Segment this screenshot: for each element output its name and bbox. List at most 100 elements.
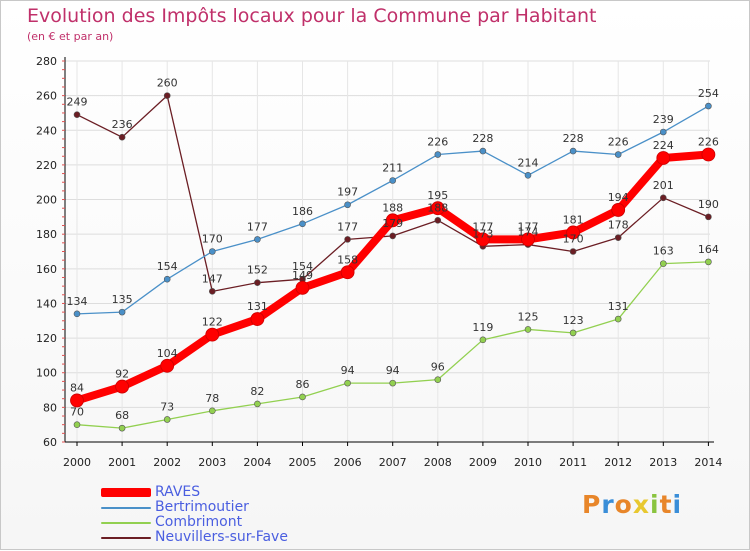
y-tick-label: 160 [36, 263, 57, 276]
data-point-raves [250, 312, 265, 326]
data-point-bert [524, 172, 532, 179]
data-point-bert [254, 236, 261, 243]
data-point-neuv [209, 288, 216, 295]
data-label-comb: 70 [70, 406, 84, 419]
data-point-bert [389, 177, 397, 184]
data-point-raves [115, 379, 129, 394]
data-point-neuv [163, 92, 171, 99]
data-label-raves: 195 [427, 189, 448, 202]
data-label-neuv: 152 [247, 264, 268, 277]
data-label-neuv: 178 [608, 219, 629, 232]
data-label-comb: 125 [518, 310, 539, 323]
data-label-neuv: 249 [67, 96, 88, 109]
x-tick-label: 2012 [604, 456, 632, 469]
data-point-neuv [344, 236, 351, 243]
data-label-neuv: 147 [202, 272, 223, 285]
data-point-bert [434, 151, 442, 158]
x-tick-label: 2003 [198, 456, 226, 469]
data-point-comb [344, 379, 351, 387]
x-tick-label: 2013 [649, 456, 677, 469]
data-point-neuv [705, 213, 712, 221]
data-label-neuv: 201 [653, 179, 674, 192]
data-label-raves: 158 [337, 253, 358, 266]
data-label-neuv: 190 [698, 198, 719, 211]
data-label-bert: 135 [112, 293, 133, 306]
data-label-neuv: 177 [337, 220, 358, 233]
data-label-bert: 211 [382, 161, 403, 174]
data-label-comb: 94 [386, 364, 400, 377]
data-point-raves [656, 151, 671, 165]
data-point-comb [118, 424, 126, 432]
y-tick-label: 180 [36, 228, 57, 241]
data-point-bert [209, 248, 216, 255]
x-tick-label: 2005 [289, 456, 317, 469]
data-point-bert [299, 220, 306, 228]
data-point-raves [160, 358, 175, 373]
y-tick-label: 280 [36, 55, 57, 68]
data-label-raves: 177 [472, 220, 493, 233]
data-point-comb [659, 260, 667, 267]
x-tick-label: 2007 [379, 456, 407, 469]
data-point-neuv [254, 279, 261, 286]
legend-item-neuvillers: Neuvillers-sur-Fave [101, 529, 341, 545]
legend-swatch-raves [101, 488, 151, 497]
proxiti-logo: Proxiti [582, 490, 683, 519]
data-label-raves: 92 [115, 368, 129, 381]
x-tick-label: 2011 [559, 456, 587, 469]
data-point-comb [73, 421, 81, 428]
legend-label-combrimont: Combrimont [155, 514, 243, 530]
data-label-comb: 119 [472, 321, 493, 334]
data-point-bert [614, 151, 622, 158]
legend-item-raves: RAVES [101, 484, 341, 500]
data-point-bert [705, 102, 712, 110]
data-point-bert [73, 310, 81, 318]
x-tick-label: 2004 [243, 456, 271, 469]
y-tick-label: 80 [43, 401, 57, 414]
chart-title: Evolution des Impôts locaux pour la Comm… [27, 5, 597, 27]
data-point-neuv [389, 232, 397, 240]
legend-label-neuvillers: Neuvillers-sur-Fave [155, 529, 288, 545]
chart-legend: RAVES Bertrimoutier Combrimont Neuviller… [101, 484, 341, 545]
data-point-bert [163, 275, 171, 283]
y-tick-label: 120 [36, 332, 57, 345]
data-label-bert: 177 [247, 220, 268, 233]
data-point-raves [295, 280, 310, 295]
data-point-bert [118, 308, 126, 316]
data-label-comb: 131 [608, 300, 629, 313]
data-label-raves: 84 [70, 381, 84, 394]
data-label-neuv: 179 [382, 217, 403, 230]
data-label-comb: 163 [653, 245, 674, 258]
data-label-raves: 194 [608, 191, 629, 204]
data-label-bert: 197 [337, 186, 358, 199]
data-point-neuv [614, 234, 622, 241]
data-label-bert: 186 [292, 205, 313, 218]
legend-swatch-neuvillers [101, 537, 151, 539]
data-point-raves [385, 213, 400, 228]
data-label-raves: 224 [653, 139, 674, 152]
data-point-comb [209, 407, 216, 415]
y-tick-label: 260 [36, 90, 57, 103]
data-point-comb [479, 336, 487, 344]
data-label-bert: 226 [427, 136, 448, 149]
data-label-bert: 228 [563, 132, 584, 145]
y-tick-label: 140 [36, 297, 57, 310]
data-point-raves [430, 201, 445, 216]
data-point-raves [521, 232, 535, 247]
data-label-raves: 149 [292, 269, 313, 282]
data-point-neuv [569, 248, 577, 255]
data-point-comb [705, 258, 712, 266]
data-point-bert [344, 201, 351, 209]
x-tick-label: 2014 [694, 456, 722, 469]
chart-subtitle: (en € et par an) [27, 30, 114, 43]
data-point-comb [163, 416, 171, 423]
data-label-bert: 254 [698, 87, 719, 100]
data-point-raves [70, 393, 84, 408]
data-point-comb [524, 326, 532, 333]
legend-item-combrimont: Combrimont [101, 514, 341, 530]
data-point-neuv [118, 133, 126, 141]
legend-swatch-combrimont [101, 522, 151, 524]
data-label-raves: 104 [157, 347, 178, 360]
y-tick-label: 60 [43, 436, 57, 449]
data-label-bert: 214 [518, 156, 539, 169]
